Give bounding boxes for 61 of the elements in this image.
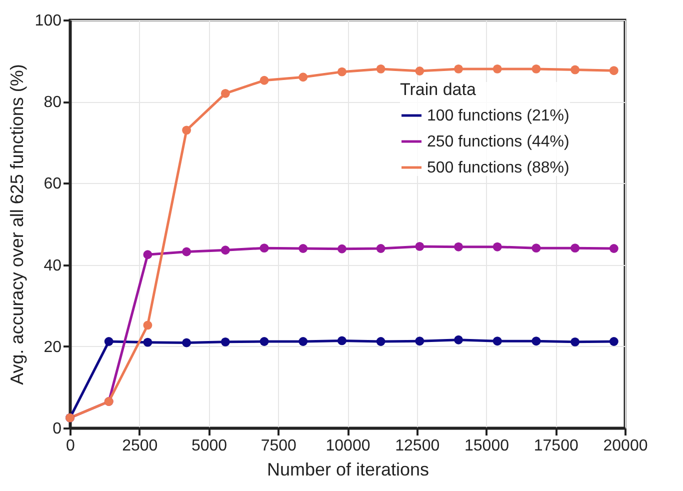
legend-label: 500 functions (88%): [427, 160, 570, 176]
x-tick-label: 20000: [603, 438, 648, 454]
point: [532, 336, 541, 346]
point: [570, 244, 580, 253]
point: [260, 244, 269, 253]
point: [532, 244, 541, 253]
x-tick-label: 17500: [534, 438, 578, 454]
point: [492, 336, 502, 346]
y-tick-label: 40: [44, 257, 62, 274]
x-tick-label: 0: [66, 438, 76, 454]
y-tick-label: 100: [34, 12, 62, 30]
y-tick-label: 60: [44, 176, 62, 193]
point: [376, 244, 386, 253]
x-tick-label: 10000: [326, 438, 370, 454]
x-axis-title: Number of iterations: [266, 460, 430, 480]
point: [415, 66, 424, 76]
point: [337, 244, 346, 254]
point: [220, 88, 230, 98]
point: [532, 64, 541, 74]
point: [415, 336, 424, 346]
point: [454, 242, 463, 252]
y-axis-title: Avg. accuracy over all 625 functions (%): [6, 64, 27, 385]
point: [570, 337, 580, 346]
point: [182, 247, 192, 256]
point: [143, 320, 152, 330]
point: [104, 337, 114, 346]
point: [182, 338, 192, 348]
point: [570, 65, 580, 74]
point: [337, 336, 346, 346]
point: [182, 126, 192, 135]
point: [454, 64, 463, 74]
x-tick-label: 5000: [191, 438, 228, 454]
point: [337, 67, 346, 76]
x-tick-label: 12500: [395, 438, 440, 454]
point: [609, 66, 618, 76]
point: [376, 64, 386, 74]
y-tick-label: 80: [44, 94, 62, 112]
legend-label: 100 functions (21%): [427, 108, 570, 124]
point: [454, 335, 463, 344]
legend-title: Train data: [400, 80, 476, 99]
x-tick-label: 7500: [260, 438, 297, 454]
x-tick-label: 2500: [122, 438, 158, 454]
y-tick-label: 0: [52, 420, 62, 438]
point: [220, 246, 230, 255]
point: [260, 337, 269, 346]
point: [220, 337, 230, 346]
y-tick-label: 20: [44, 338, 62, 356]
point: [298, 72, 308, 82]
x-tick-label: 15000: [464, 438, 510, 454]
point: [298, 337, 308, 346]
point: [492, 64, 502, 74]
point: [492, 242, 502, 252]
point: [609, 337, 618, 346]
point: [415, 242, 424, 251]
legend-label: 250 functions (44%): [427, 134, 570, 150]
point: [376, 337, 386, 346]
point: [143, 250, 152, 260]
point: [609, 244, 618, 253]
point: [298, 244, 308, 253]
point: [260, 76, 269, 85]
point: [143, 338, 152, 347]
